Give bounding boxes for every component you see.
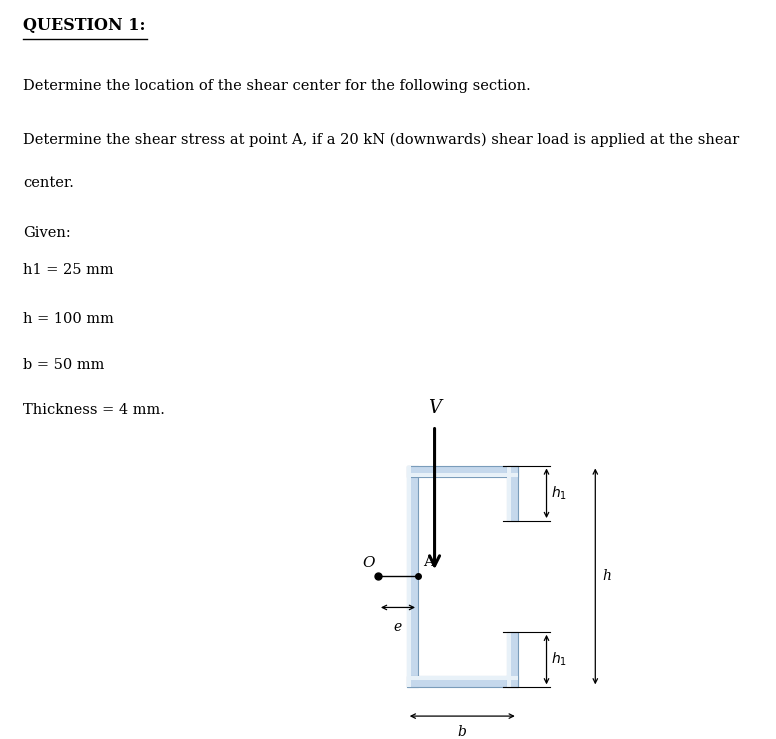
Bar bbox=[407, 466, 418, 687]
Text: A: A bbox=[424, 555, 435, 569]
Bar bbox=[507, 466, 511, 521]
Text: h: h bbox=[602, 570, 611, 583]
Bar bbox=[407, 473, 518, 477]
Text: Determine the location of the shear center for the following section.: Determine the location of the shear cent… bbox=[23, 78, 531, 92]
Text: e: e bbox=[394, 619, 402, 633]
Text: V: V bbox=[428, 399, 441, 417]
Text: Given:: Given: bbox=[23, 225, 71, 239]
Text: O: O bbox=[362, 556, 375, 570]
Text: b = 50 mm: b = 50 mm bbox=[23, 358, 105, 372]
Bar bbox=[407, 466, 518, 477]
Bar bbox=[407, 676, 518, 680]
Text: $h_1$: $h_1$ bbox=[551, 485, 567, 502]
Text: h = 100 mm: h = 100 mm bbox=[23, 313, 114, 327]
Bar bbox=[407, 676, 518, 687]
Bar bbox=[507, 632, 518, 687]
Text: Determine the shear stress at point A, if a 20 kN (downwards) shear load is appl: Determine the shear stress at point A, i… bbox=[23, 132, 740, 147]
Text: b: b bbox=[458, 725, 466, 739]
Bar bbox=[507, 632, 511, 687]
Text: Thickness = 4 mm.: Thickness = 4 mm. bbox=[23, 403, 165, 418]
Text: $h_1$: $h_1$ bbox=[551, 651, 567, 668]
Text: QUESTION 1:: QUESTION 1: bbox=[23, 16, 146, 33]
Bar bbox=[407, 466, 411, 687]
Bar bbox=[507, 466, 518, 521]
Text: h1 = 25 mm: h1 = 25 mm bbox=[23, 263, 114, 277]
Text: center.: center. bbox=[23, 176, 74, 190]
